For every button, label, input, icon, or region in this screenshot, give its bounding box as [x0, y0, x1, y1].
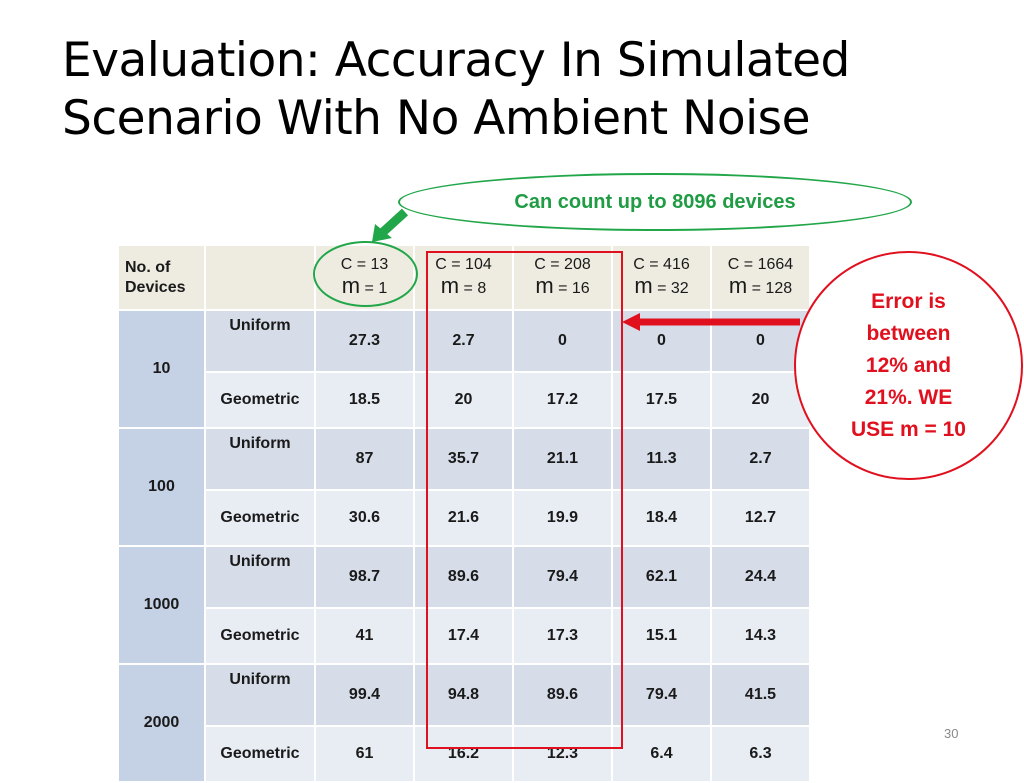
title-line-1: Evaluation: Accuracy In Simulated: [62, 33, 850, 88]
green-callout: Can count up to 8096 devices: [398, 173, 912, 231]
value-cell: 79.4: [513, 546, 613, 609]
value-cell: 62.1: [612, 546, 712, 609]
device-count-cell: 10: [119, 310, 206, 429]
highlight-rectangle: [426, 251, 623, 749]
device-count-cell: 2000: [119, 664, 206, 783]
value-cell: 79.4: [612, 664, 712, 727]
value-cell: 61: [315, 726, 415, 783]
header-col-c104: C = 104 m = 8: [414, 246, 514, 311]
page-number: 30: [944, 726, 959, 741]
distribution-cell: Uniform: [205, 664, 316, 727]
value-cell: 41: [315, 608, 415, 665]
value-cell: 18.5: [315, 372, 415, 429]
value-cell: 41.5: [711, 664, 811, 727]
value-cell: 0: [612, 310, 712, 373]
slide-title: Evaluation: Accuracy In Simulated Scenar…: [62, 32, 962, 148]
distribution-cell: Geometric: [205, 490, 316, 547]
value-cell: 0: [513, 310, 613, 373]
value-cell: 35.7: [414, 428, 514, 491]
value-cell: 17.4: [414, 608, 514, 665]
value-cell: 17.2: [513, 372, 613, 429]
value-cell: 89.6: [414, 546, 514, 609]
value-cell: 21.6: [414, 490, 514, 547]
table-row: Geometric 30.6 21.6 19.9 18.4 12.7: [119, 490, 811, 547]
value-cell: 11.3: [612, 428, 712, 491]
value-cell: 27.3: [315, 310, 415, 373]
red-callout-text: Error is between 12% and 21%. WE USE m =…: [851, 289, 966, 441]
value-cell: 20: [711, 372, 811, 429]
value-cell: 20: [414, 372, 514, 429]
table-row: 1000 Uniform 98.7 89.6 79.4 62.1 24.4: [119, 546, 811, 665]
value-cell: 89.6: [513, 664, 613, 727]
value-cell: 18.4: [612, 490, 712, 547]
table-row: 100 Uniform 87 35.7 21.1 11.3 2.7: [119, 428, 811, 547]
value-cell: 19.9: [513, 490, 613, 547]
value-cell: 2.7: [711, 428, 811, 491]
distribution-cell: Geometric: [205, 372, 316, 429]
value-cell: 17.3: [513, 608, 613, 665]
table-row: 2000 Uniform 99.4 94.8 89.6 79.4 41.5: [119, 664, 811, 783]
distribution-cell: Uniform: [205, 428, 316, 491]
value-cell: 99.4: [315, 664, 415, 727]
distribution-cell: Geometric: [205, 608, 316, 665]
value-cell: 94.8: [414, 664, 514, 727]
distribution-cell: Geometric: [205, 726, 316, 783]
highlight-circle-c13: [313, 241, 418, 307]
green-callout-text: Can count up to 8096 devices: [514, 190, 796, 213]
green-arrow-icon: [372, 208, 409, 242]
value-cell: 98.7: [315, 546, 415, 609]
value-cell: 21.1: [513, 428, 613, 491]
value-cell: 24.4: [711, 546, 811, 609]
title-line-2: Scenario With No Ambient Noise: [62, 91, 811, 146]
value-cell: 17.5: [612, 372, 712, 429]
value-cell: 15.1: [612, 608, 712, 665]
red-callout: Error is between 12% and 21%. WE USE m =…: [794, 251, 1023, 480]
header-devices: No. of Devices: [119, 246, 206, 311]
table-row: Geometric 41 17.4 17.3 15.1 14.3: [119, 608, 811, 665]
table-row: Geometric 18.5 20 17.2 17.5 20: [119, 372, 811, 429]
value-cell: 87: [315, 428, 415, 491]
header-col-c208: C = 208 m = 16: [513, 246, 613, 311]
value-cell: 12.7: [711, 490, 811, 547]
value-cell: 6.4: [612, 726, 712, 783]
header-col-c416: C = 416 m = 32: [612, 246, 712, 311]
header-col-c1664: C = 1664 m = 128: [711, 246, 811, 311]
device-count-cell: 1000: [119, 546, 206, 665]
value-cell: 6.3: [711, 726, 811, 783]
value-cell: 14.3: [711, 608, 811, 665]
distribution-cell: Uniform: [205, 546, 316, 609]
device-count-cell: 100: [119, 428, 206, 547]
distribution-cell: Uniform: [205, 310, 316, 373]
header-distribution: [205, 246, 316, 311]
value-cell: 2.7: [414, 310, 514, 373]
value-cell: 30.6: [315, 490, 415, 547]
